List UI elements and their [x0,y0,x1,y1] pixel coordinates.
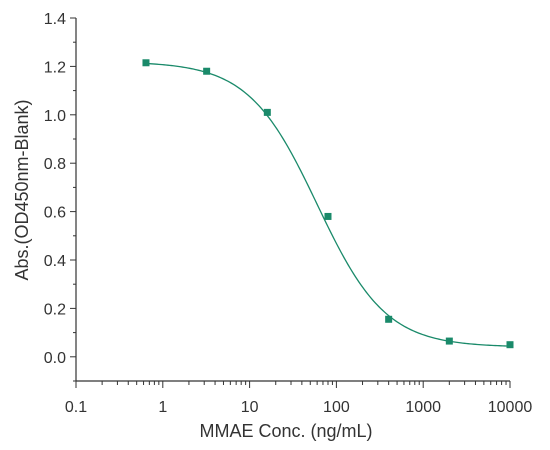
x-tick-label: 10 [241,399,259,416]
x-tick-label: 0.1 [65,399,87,416]
data-point [506,341,514,349]
tick-labels: 0.0 0.2 0.4 0.6 0.8 1.0 1.2 1.4 0.1 1 10 100 1000 100… [44,11,533,416]
y-axis-label: Abs.(OD450nm-Blank) [12,99,32,280]
data-point [445,337,453,345]
ticks [70,17,511,388]
y-tick-label: 1.0 [44,108,66,125]
y-tick-label: 0.0 [44,350,66,367]
data-point [263,108,271,116]
axes [75,18,510,382]
x-tick-label: 1 [158,399,167,416]
y-tick-label: 0.2 [44,301,66,318]
data-point [324,212,332,220]
data-point [142,59,150,67]
y-tick-label: 0.6 [44,205,66,222]
y-tick-label: 1.4 [44,11,66,28]
x-tick-label: 1000 [405,399,441,416]
data-point [385,315,393,323]
y-tick-label: 0.4 [44,253,66,270]
data-points [142,59,514,349]
x-axis-label: MMAE Conc. (ng/mL) [199,421,372,441]
data-point [203,67,211,75]
fit-curve [145,62,511,347]
x-tick-label: 10000 [488,399,533,416]
y-tick-label: 1.2 [44,59,66,76]
y-tick-label: 0.8 [44,156,66,173]
x-tick-label: 100 [323,399,350,416]
